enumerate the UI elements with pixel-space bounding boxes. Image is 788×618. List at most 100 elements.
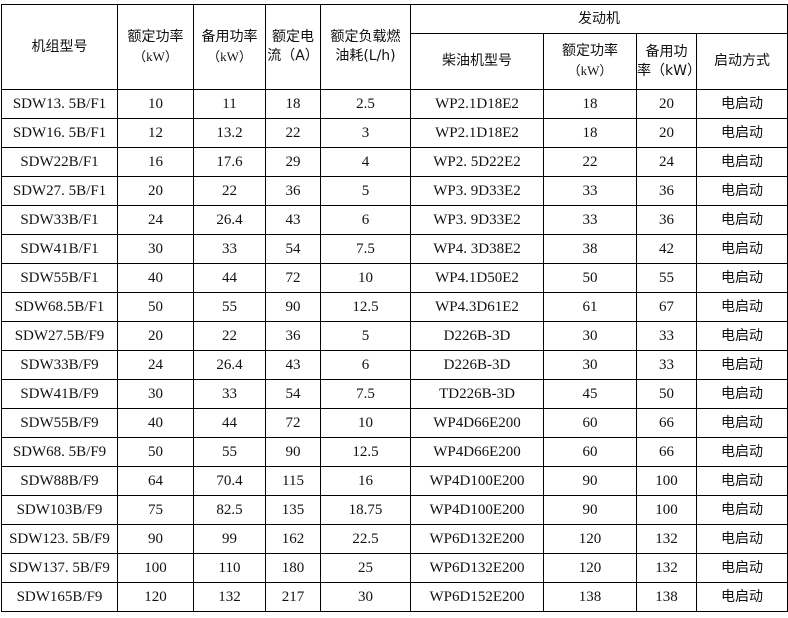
cell-engine-rated-power: 120 [543,553,637,583]
cell-engine-model: WP4D66E200 [410,408,544,438]
cell-rated-current: 43 [265,350,321,380]
cell-standby-power: 13.2 [193,118,266,148]
cell-engine-rated-power: 18 [543,89,637,119]
table-row: SDW137. 5B/F9 100 110 180 25 WP6D132E200 120 13… [1,553,788,583]
table-row: SDW33B/F9 24 26.4 43 6 D226B-3D 30 33 电启动 [1,350,788,380]
cell-rated-current: 22 [265,118,321,148]
cell-fuel-consumption: 5 [320,321,411,351]
cell-model: SDW165B/F9 [1,582,118,612]
cell-engine-rated-power: 60 [543,408,637,438]
cell-fuel-consumption: 12.5 [320,437,411,467]
cell-fuel-consumption: 12.5 [320,292,411,322]
cell-engine-standby-power: 33 [636,350,697,380]
cell-standby-power: 44 [193,263,266,293]
cell-rated-current: 18 [265,89,321,119]
cell-rated-current: 54 [265,379,321,409]
cell-rated-current: 90 [265,292,321,322]
cell-fuel-consumption: 5 [320,176,411,206]
cell-engine-rated-power: 138 [543,582,637,612]
cell-engine-standby-power: 20 [636,118,697,148]
cell-engine-standby-power: 66 [636,437,697,467]
table-row: SDW33B/F1 24 26.4 43 6 WP3. 9D33E2 33 36 电启动 [1,205,788,235]
cell-standby-power: 132 [193,582,266,612]
table-row: SDW13. 5B/F1 10 11 18 2.5 WP2.1D18E2 18 20 电启动 [1,89,788,119]
cell-fuel-consumption: 25 [320,553,411,583]
cell-rated-power: 40 [117,263,194,293]
table-row: SDW55B/F9 40 44 72 10 WP4D66E200 60 66 电启动 [1,408,788,438]
cell-start-mode: 电启动 [696,524,788,554]
cell-engine-rated-power: 61 [543,292,637,322]
cell-start-mode: 电启动 [696,263,788,293]
cell-standby-power: 82.5 [193,495,266,525]
cell-engine-rated-power: 60 [543,437,637,467]
header-rated-power: 额定功率 （kW） [117,4,194,90]
cell-rated-current: 115 [265,466,321,496]
cell-start-mode: 电启动 [696,408,788,438]
cell-rated-current: 43 [265,205,321,235]
cell-rated-power: 24 [117,205,194,235]
cell-fuel-consumption: 30 [320,582,411,612]
cell-rated-power: 20 [117,321,194,351]
cell-model: SDW16. 5B/F1 [1,118,118,148]
cell-engine-model: WP6D132E200 [410,553,544,583]
cell-engine-rated-power: 38 [543,234,637,264]
cell-model: SDW137. 5B/F9 [1,553,118,583]
cell-model: SDW41B/F1 [1,234,118,264]
cell-model: SDW27.5B/F9 [1,321,118,351]
cell-engine-rated-power: 30 [543,321,637,351]
cell-fuel-consumption: 3 [320,118,411,148]
cell-start-mode: 电启动 [696,234,788,264]
cell-engine-rated-power: 50 [543,263,637,293]
cell-engine-standby-power: 36 [636,205,697,235]
cell-fuel-consumption: 10 [320,263,411,293]
cell-engine-model: WP2. 5D22E2 [410,147,544,177]
cell-rated-power: 50 [117,437,194,467]
header-model: 机组型号 [1,4,118,90]
cell-engine-model: WP2.1D18E2 [410,89,544,119]
header-standby-power: 备用功率 （kW） [193,4,266,90]
cell-engine-model: D226B-3D [410,321,544,351]
cell-engine-model: WP4.1D50E2 [410,263,544,293]
cell-engine-model: WP4.3D61E2 [410,292,544,322]
cell-rated-power: 16 [117,147,194,177]
cell-model: SDW68. 5B/F9 [1,437,118,467]
cell-start-mode: 电启动 [696,495,788,525]
header-start-mode: 启动方式 [696,33,788,90]
cell-start-mode: 电启动 [696,292,788,322]
cell-start-mode: 电启动 [696,466,788,496]
cell-fuel-consumption: 22.5 [320,524,411,554]
cell-engine-standby-power: 36 [636,176,697,206]
cell-standby-power: 33 [193,234,266,264]
cell-standby-power: 55 [193,292,266,322]
cell-standby-power: 22 [193,176,266,206]
generator-spec-table: 机组型号 额定功率 （kW） 备用功率 （kW） 额定电 流（A） 额定负载燃 油耗(L… [1,4,788,612]
cell-standby-power: 70.4 [193,466,266,496]
cell-model: SDW27. 5B/F1 [1,176,118,206]
cell-rated-current: 180 [265,553,321,583]
cell-rated-current: 217 [265,582,321,612]
cell-rated-current: 72 [265,408,321,438]
header-fuel-consumption: 额定负载燃 油耗(L/h) [320,4,411,90]
cell-engine-standby-power: 55 [636,263,697,293]
cell-rated-power: 30 [117,379,194,409]
table-row: SDW55B/F1 40 44 72 10 WP4.1D50E2 50 55 电启动 [1,263,788,293]
cell-rated-power: 64 [117,466,194,496]
table-row: SDW27. 5B/F1 20 22 36 5 WP3. 9D33E2 33 36 电启动 [1,176,788,206]
cell-rated-current: 36 [265,321,321,351]
table-row: SDW68. 5B/F9 50 55 90 12.5 WP4D66E200 60 66 电启动 [1,437,788,467]
cell-model: SDW41B/F9 [1,379,118,409]
table-row: SDW27.5B/F9 20 22 36 5 D226B-3D 30 33 电启动 [1,321,788,351]
cell-fuel-consumption: 16 [320,466,411,496]
cell-engine-model: WP3. 9D33E2 [410,205,544,235]
cell-rated-current: 162 [265,524,321,554]
table-row: SDW22B/F1 16 17.6 29 4 WP2. 5D22E2 22 24 电启动 [1,147,788,177]
cell-engine-model: WP4D100E200 [410,495,544,525]
cell-engine-model: WP4D66E200 [410,437,544,467]
cell-engine-rated-power: 90 [543,466,637,496]
cell-standby-power: 17.6 [193,147,266,177]
cell-engine-standby-power: 24 [636,147,697,177]
cell-start-mode: 电启动 [696,437,788,467]
cell-model: SDW55B/F9 [1,408,118,438]
cell-start-mode: 电启动 [696,147,788,177]
cell-model: SDW55B/F1 [1,263,118,293]
